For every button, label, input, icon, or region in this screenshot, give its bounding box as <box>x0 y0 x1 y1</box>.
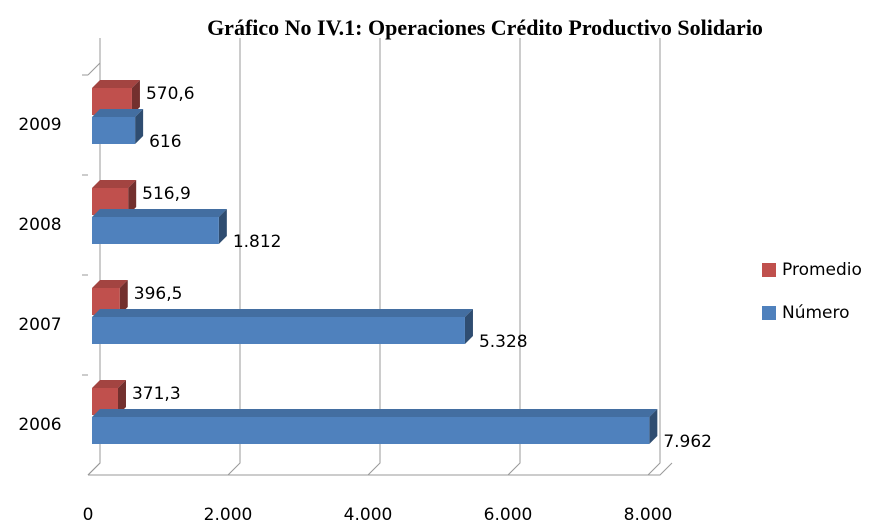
bar-top <box>92 80 140 88</box>
x-tick-label: 4.000 <box>344 505 393 525</box>
y-tick-label: 2006 <box>18 415 61 435</box>
bar-side <box>119 280 128 315</box>
value-label: 396,5 <box>134 284 183 304</box>
bar-side <box>131 80 140 115</box>
grid-line <box>647 38 661 476</box>
bar-side <box>649 409 658 444</box>
bar-side <box>135 109 144 144</box>
value-label: 516,9 <box>142 184 191 204</box>
value-label: 7.962 <box>663 432 712 452</box>
value-label: 1.812 <box>233 232 282 252</box>
bar-top <box>92 280 128 288</box>
y-tick-label: 2008 <box>18 215 61 235</box>
value-label: 570,6 <box>146 84 195 104</box>
x-tick-label: 8.000 <box>624 505 673 525</box>
value-label: 616 <box>149 132 181 152</box>
bar-top <box>92 380 126 388</box>
x-tick-label: 0 <box>83 505 94 525</box>
value-label: 371,3 <box>132 384 181 404</box>
bar <box>92 117 136 144</box>
legend-swatch <box>762 306 776 320</box>
x-tick-label: 6.000 <box>484 505 533 525</box>
x-tick-label: 2.000 <box>204 505 253 525</box>
legend-label: Promedio <box>782 260 862 280</box>
y-tick-label: 2009 <box>18 115 61 135</box>
grid-line <box>227 38 241 476</box>
grid-line <box>507 38 521 476</box>
bar-top <box>92 109 144 117</box>
bar-top <box>92 209 227 217</box>
legend-swatch <box>762 263 776 277</box>
legend-label: Número <box>782 303 850 323</box>
bar-top <box>92 180 137 188</box>
bar <box>92 417 650 444</box>
floor <box>88 462 673 476</box>
bar-side <box>128 180 137 215</box>
chart-title: Gráfico No IV.1: Operaciones Crédito Pro… <box>207 15 763 40</box>
bar <box>92 317 465 344</box>
y-tick-label: 2007 <box>18 315 61 335</box>
bar-side <box>117 380 126 415</box>
bar-top <box>92 409 658 417</box>
bar <box>92 217 219 244</box>
bar-side <box>218 209 227 244</box>
bar-side <box>464 309 473 344</box>
grid-line <box>87 38 101 476</box>
bar-top <box>92 309 473 317</box>
value-label: 5.328 <box>479 332 528 352</box>
grid-line <box>367 38 381 476</box>
